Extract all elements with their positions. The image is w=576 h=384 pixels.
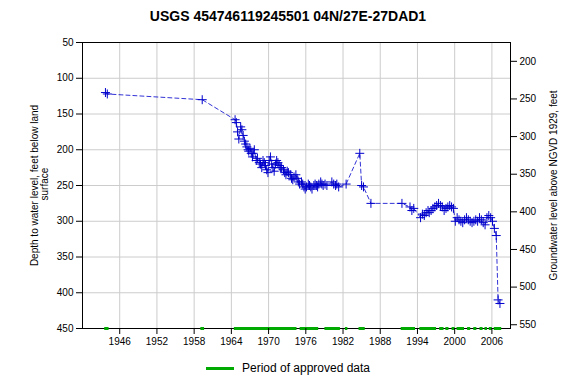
svg-text:400: 400 (57, 287, 74, 298)
svg-text:1946: 1946 (109, 336, 132, 347)
svg-text:1994: 1994 (406, 336, 429, 347)
svg-text:500: 500 (520, 281, 537, 292)
svg-text:Depth to water level, feet bel: Depth to water level, feet below land su… (29, 105, 50, 266)
svg-text:1982: 1982 (332, 336, 355, 347)
svg-text:100: 100 (57, 72, 74, 83)
svg-text:450: 450 (520, 244, 537, 255)
svg-text:350: 350 (520, 168, 537, 179)
svg-text:1976: 1976 (295, 336, 318, 347)
svg-text:2000: 2000 (444, 336, 467, 347)
html-text:USGS 454746119245501 04N/27E-2: USGS 454746119245501 04N/27E-27DAD1 (149, 8, 427, 24)
svg-text:200: 200 (520, 56, 537, 67)
svg-text:300: 300 (520, 131, 537, 142)
svg-text:50: 50 (62, 37, 74, 48)
svg-text:400: 400 (520, 206, 537, 217)
svg-text:1970: 1970 (257, 336, 280, 347)
svg-text:2006: 2006 (481, 336, 504, 347)
svg-text:350: 350 (57, 251, 74, 262)
svg-text:150: 150 (57, 108, 74, 119)
svg-text:1952: 1952 (146, 336, 169, 347)
html-text:Period of approved data: Period of approved data (242, 361, 370, 375)
svg-text:450: 450 (57, 323, 74, 334)
svg-text:250: 250 (57, 180, 74, 191)
svg-text:550: 550 (520, 319, 537, 330)
svg-text:1988: 1988 (369, 336, 392, 347)
svg-text:1958: 1958 (183, 336, 206, 347)
svg-text:1964: 1964 (220, 336, 243, 347)
svg-text:300: 300 (57, 215, 74, 226)
svg-text:250: 250 (520, 93, 537, 104)
svg-text:200: 200 (57, 144, 74, 155)
svg-text:Groundwater level above NGVD 1: Groundwater level above NGVD 1929, feet (548, 90, 559, 280)
